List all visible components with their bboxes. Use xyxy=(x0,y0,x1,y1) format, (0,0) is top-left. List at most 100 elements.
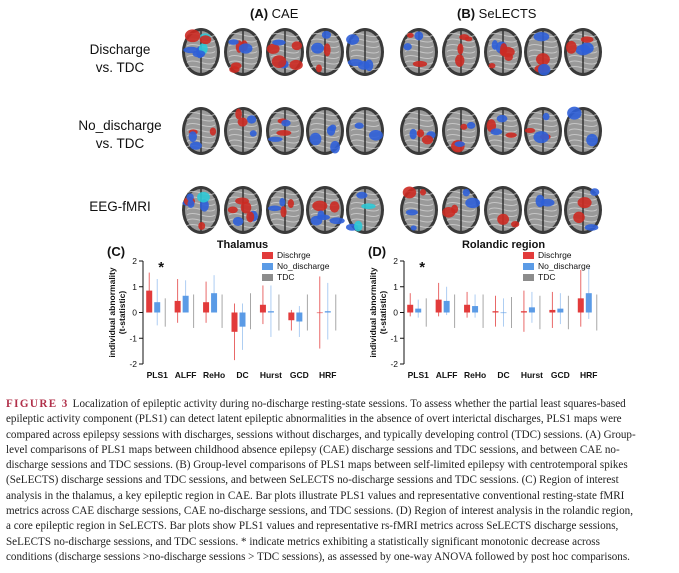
activation-red-blob xyxy=(246,211,255,223)
x-tick-label: PLS1 xyxy=(147,370,169,380)
activation-red-blob xyxy=(289,59,303,71)
brain-slice-cae-row2-col4 xyxy=(306,107,344,155)
brain-slice-cae-row3-col2 xyxy=(224,186,262,234)
brain-slice-cae-row3-col4 xyxy=(306,186,345,234)
chart-title: Rolandic region xyxy=(462,239,545,251)
brain-slice-selects-row3-col3 xyxy=(484,186,522,234)
activation-blue-blob xyxy=(347,58,363,67)
brain-slice-cae-row3-col1 xyxy=(182,186,220,234)
caption-line-10: conditions (discharge sessions >no-disch… xyxy=(6,550,630,563)
activation-blue-blob xyxy=(329,124,337,132)
x-tick-label: HRF xyxy=(319,370,336,380)
x-tick-label: Hurst xyxy=(521,370,543,380)
activation-blue-blob xyxy=(368,129,383,141)
activation-blue-blob xyxy=(490,128,503,136)
y-tick-label: 2 xyxy=(393,256,398,266)
activation-blue-blob xyxy=(232,216,244,226)
activation-blue-blob xyxy=(238,43,253,54)
activation-blue-blob xyxy=(410,225,417,231)
activation-red-blob xyxy=(199,35,212,45)
brain-slice-cae-row1-col1 xyxy=(182,28,220,76)
y-tick-label: 0 xyxy=(132,308,137,318)
y-axis-label: individual abnormality xyxy=(368,267,378,357)
activation-red-blob xyxy=(198,222,206,230)
activation-blue-blob xyxy=(575,44,591,56)
chart-panel-letter: (C) xyxy=(107,244,125,259)
legend-swatch xyxy=(262,263,273,270)
activation-blue-blob xyxy=(590,188,600,196)
activation-red-blob xyxy=(536,53,550,66)
rolandic-bar-chart: (D) Rolandic region individual abnormality… xyxy=(368,239,598,380)
activation-red-blob xyxy=(280,206,287,218)
legend-swatch xyxy=(262,252,273,259)
figure-caption: FIGURE 3 Localization of epileptic activi… xyxy=(6,397,674,565)
activation-red-blob xyxy=(573,211,585,224)
activation-red-blob xyxy=(230,62,242,70)
activation-red-blob xyxy=(276,130,292,136)
y-axis-label: (t-statistic) xyxy=(117,291,127,335)
caption-line-3: level comparisons of PLS1 maps between c… xyxy=(6,443,620,456)
caption-line-6: analysis in the thalamus, a key epilepti… xyxy=(6,489,625,502)
activation-red-blob xyxy=(460,123,468,130)
activation-blue-blob xyxy=(249,130,257,137)
row-label-no-discharge-line1: No_discharge xyxy=(78,118,162,133)
x-tick-label: ALFF xyxy=(175,370,197,380)
brain-slice-cae-row2-col3 xyxy=(266,107,304,155)
activation-blue-blob xyxy=(281,119,291,127)
activation-blue-blob xyxy=(537,63,551,76)
activation-red-blob xyxy=(580,36,594,43)
activation-blue-blob xyxy=(533,131,550,144)
x-tick-label: ALFF xyxy=(436,370,458,380)
activation-blue-blob xyxy=(330,140,340,154)
row-label-eeg-fmri-line1: EEG-fMRI xyxy=(89,199,151,214)
activation-red-blob xyxy=(566,40,577,54)
activation-blue-blob xyxy=(584,224,599,231)
x-tick-label: Hurst xyxy=(260,370,282,380)
brain-slice-selects-row2-col2 xyxy=(442,107,480,155)
legend-swatch xyxy=(523,252,534,259)
brain-slice-cae-row3-col5 xyxy=(345,186,384,234)
activation-red-blob xyxy=(524,128,536,134)
activation-red-blob xyxy=(323,43,331,57)
y-axis-label: (t-statistic) xyxy=(378,291,388,335)
brain-slice-selects-row1-col4 xyxy=(524,28,562,76)
brain-slice-selects-row3-col4 xyxy=(524,186,562,234)
activation-blue-blob xyxy=(403,43,412,51)
activation-red-blob xyxy=(421,135,434,145)
activation-red-blob xyxy=(291,41,303,51)
activation-red-blob xyxy=(237,117,248,127)
row-label-no-discharge-line2: vs. TDC xyxy=(95,136,145,151)
activation-blue-blob xyxy=(279,197,286,207)
activation-blue-blob xyxy=(228,39,239,45)
activation-red-blob xyxy=(419,189,427,196)
activation-blue-blob xyxy=(189,141,202,150)
x-tick-label: GCD xyxy=(551,370,570,380)
caption-line-2: compared across epilepsy sessions with d… xyxy=(6,428,636,441)
legend-label: TDC xyxy=(277,272,294,282)
activation-red-blob xyxy=(455,54,465,67)
brain-slice-cae-row1-col2 xyxy=(224,28,262,76)
activation-red-blob xyxy=(240,201,252,214)
activation-red-blob xyxy=(184,29,201,43)
activation-blue-blob xyxy=(409,128,417,140)
panel-b-letter: (B) xyxy=(457,6,476,21)
activation-red-blob xyxy=(235,108,242,120)
figure-label: FIGURE 3 xyxy=(6,398,69,410)
brain-slice-cae-row1-col4 xyxy=(306,28,344,76)
activation-blue-blob xyxy=(321,30,332,39)
activation-red-blob xyxy=(459,34,470,41)
activation-red-blob xyxy=(287,199,294,209)
legend-label: Dischrge xyxy=(538,250,572,260)
activation-cyan-blob xyxy=(354,220,363,232)
x-tick-label: GCD xyxy=(290,370,309,380)
activation-blue-blob xyxy=(542,112,550,121)
row-label-discharge-line1: Discharge xyxy=(89,42,151,57)
activation-blue-blob xyxy=(246,115,257,124)
caption-line-7: metrics across CAE discharge sessions, C… xyxy=(6,505,634,518)
legend-swatch xyxy=(262,274,273,281)
row-label-discharge: Discharge vs. TDC xyxy=(40,41,200,77)
activation-blue-blob xyxy=(186,193,194,201)
brain-slice-selects-row1-col2 xyxy=(442,28,480,76)
activation-blue-blob xyxy=(533,31,550,42)
y-tick-label: 1 xyxy=(132,282,137,292)
